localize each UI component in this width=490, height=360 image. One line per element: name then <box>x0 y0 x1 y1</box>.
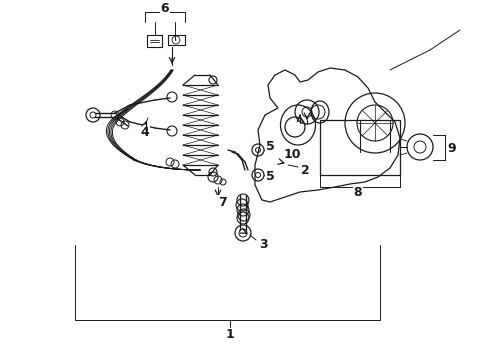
Text: 7: 7 <box>218 195 226 208</box>
Text: 9: 9 <box>448 141 456 154</box>
Text: 10: 10 <box>283 148 301 162</box>
Text: 4: 4 <box>141 126 149 139</box>
Text: 5: 5 <box>266 171 274 184</box>
Text: 2: 2 <box>301 163 309 176</box>
Text: 8: 8 <box>354 185 362 198</box>
Text: 6: 6 <box>161 1 170 14</box>
Text: 3: 3 <box>259 238 268 252</box>
Bar <box>320 120 400 175</box>
Text: 5: 5 <box>266 140 274 153</box>
Text: 1: 1 <box>225 328 234 342</box>
